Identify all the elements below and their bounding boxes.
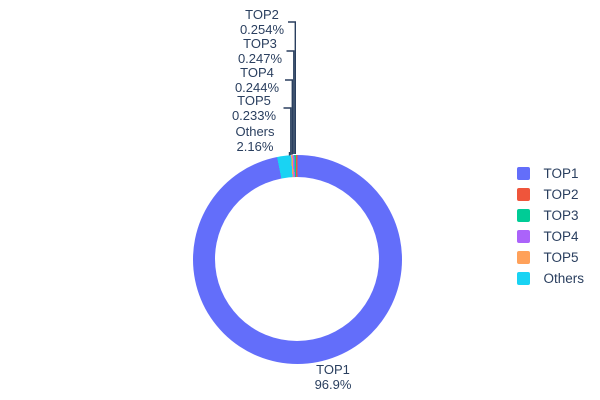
slice-label-top4-name: TOP4 <box>240 65 274 80</box>
legend-item-top5[interactable]: TOP5 <box>517 247 584 268</box>
legend-label-top3: TOP3 <box>543 207 579 223</box>
slice-label-top3-value: 0.247% <box>237 51 283 66</box>
slice-label-top5: TOP5 0.233% <box>232 93 276 123</box>
slice-label-others: Others 2.16% <box>235 124 274 154</box>
leader-line-top5 <box>283 107 292 155</box>
slice-label-top5-value: 0.233% <box>231 108 277 123</box>
legend-swatch-top3[interactable] <box>517 209 530 222</box>
legend-label-others: Others <box>543 270 585 286</box>
slice-label-top3-name: TOP3 <box>243 36 277 51</box>
slice-label-top5-name: TOP5 <box>237 93 271 108</box>
slice-label-top1-name: TOP1 <box>316 362 350 377</box>
donut-hole <box>215 177 379 341</box>
legend-swatch-others[interactable] <box>517 272 530 285</box>
slice-label-top2-value: 0.254% <box>239 22 285 37</box>
legend-item-top1[interactable]: TOP1 <box>517 163 584 184</box>
legend-item-top2[interactable]: TOP2 <box>517 184 584 205</box>
slice-label-top2-name: TOP2 <box>245 7 279 22</box>
slice-label-top3: TOP3 0.247% <box>238 36 282 66</box>
slice-label-others-value: 2.16% <box>236 139 274 154</box>
legend-label-top1: TOP1 <box>543 165 579 181</box>
legend-item-top4[interactable]: TOP4 <box>517 226 584 247</box>
legend-label-top2: TOP2 <box>543 186 579 202</box>
legend-swatch-top2[interactable] <box>517 188 530 201</box>
legend-swatch-top4[interactable] <box>517 230 530 243</box>
legend-label-top5: TOP5 <box>543 249 579 265</box>
legend-swatch-top5[interactable] <box>517 251 530 264</box>
legend-item-top3[interactable]: TOP3 <box>517 205 584 226</box>
slice-label-others-name: Others <box>235 124 275 139</box>
leader-line-top2 <box>288 21 296 154</box>
leader-line-top3 <box>286 50 295 154</box>
slice-label-top1-value: 96.9% <box>314 377 352 392</box>
slice-label-top4: TOP4 0.244% <box>235 65 279 95</box>
slice-label-top2: TOP2 0.254% <box>240 7 284 37</box>
legend-item-others[interactable]: Others <box>517 268 584 289</box>
legend: TOP1 TOP2 TOP3 TOP4 TOP5 Others <box>517 163 584 289</box>
legend-swatch-top1[interactable] <box>517 167 530 180</box>
leader-line-top4 <box>285 79 293 155</box>
legend-label-top4: TOP4 <box>543 228 579 244</box>
slice-label-top1: TOP1 96.9% <box>315 362 352 392</box>
slice-label-top4-value: 0.244% <box>234 80 280 95</box>
